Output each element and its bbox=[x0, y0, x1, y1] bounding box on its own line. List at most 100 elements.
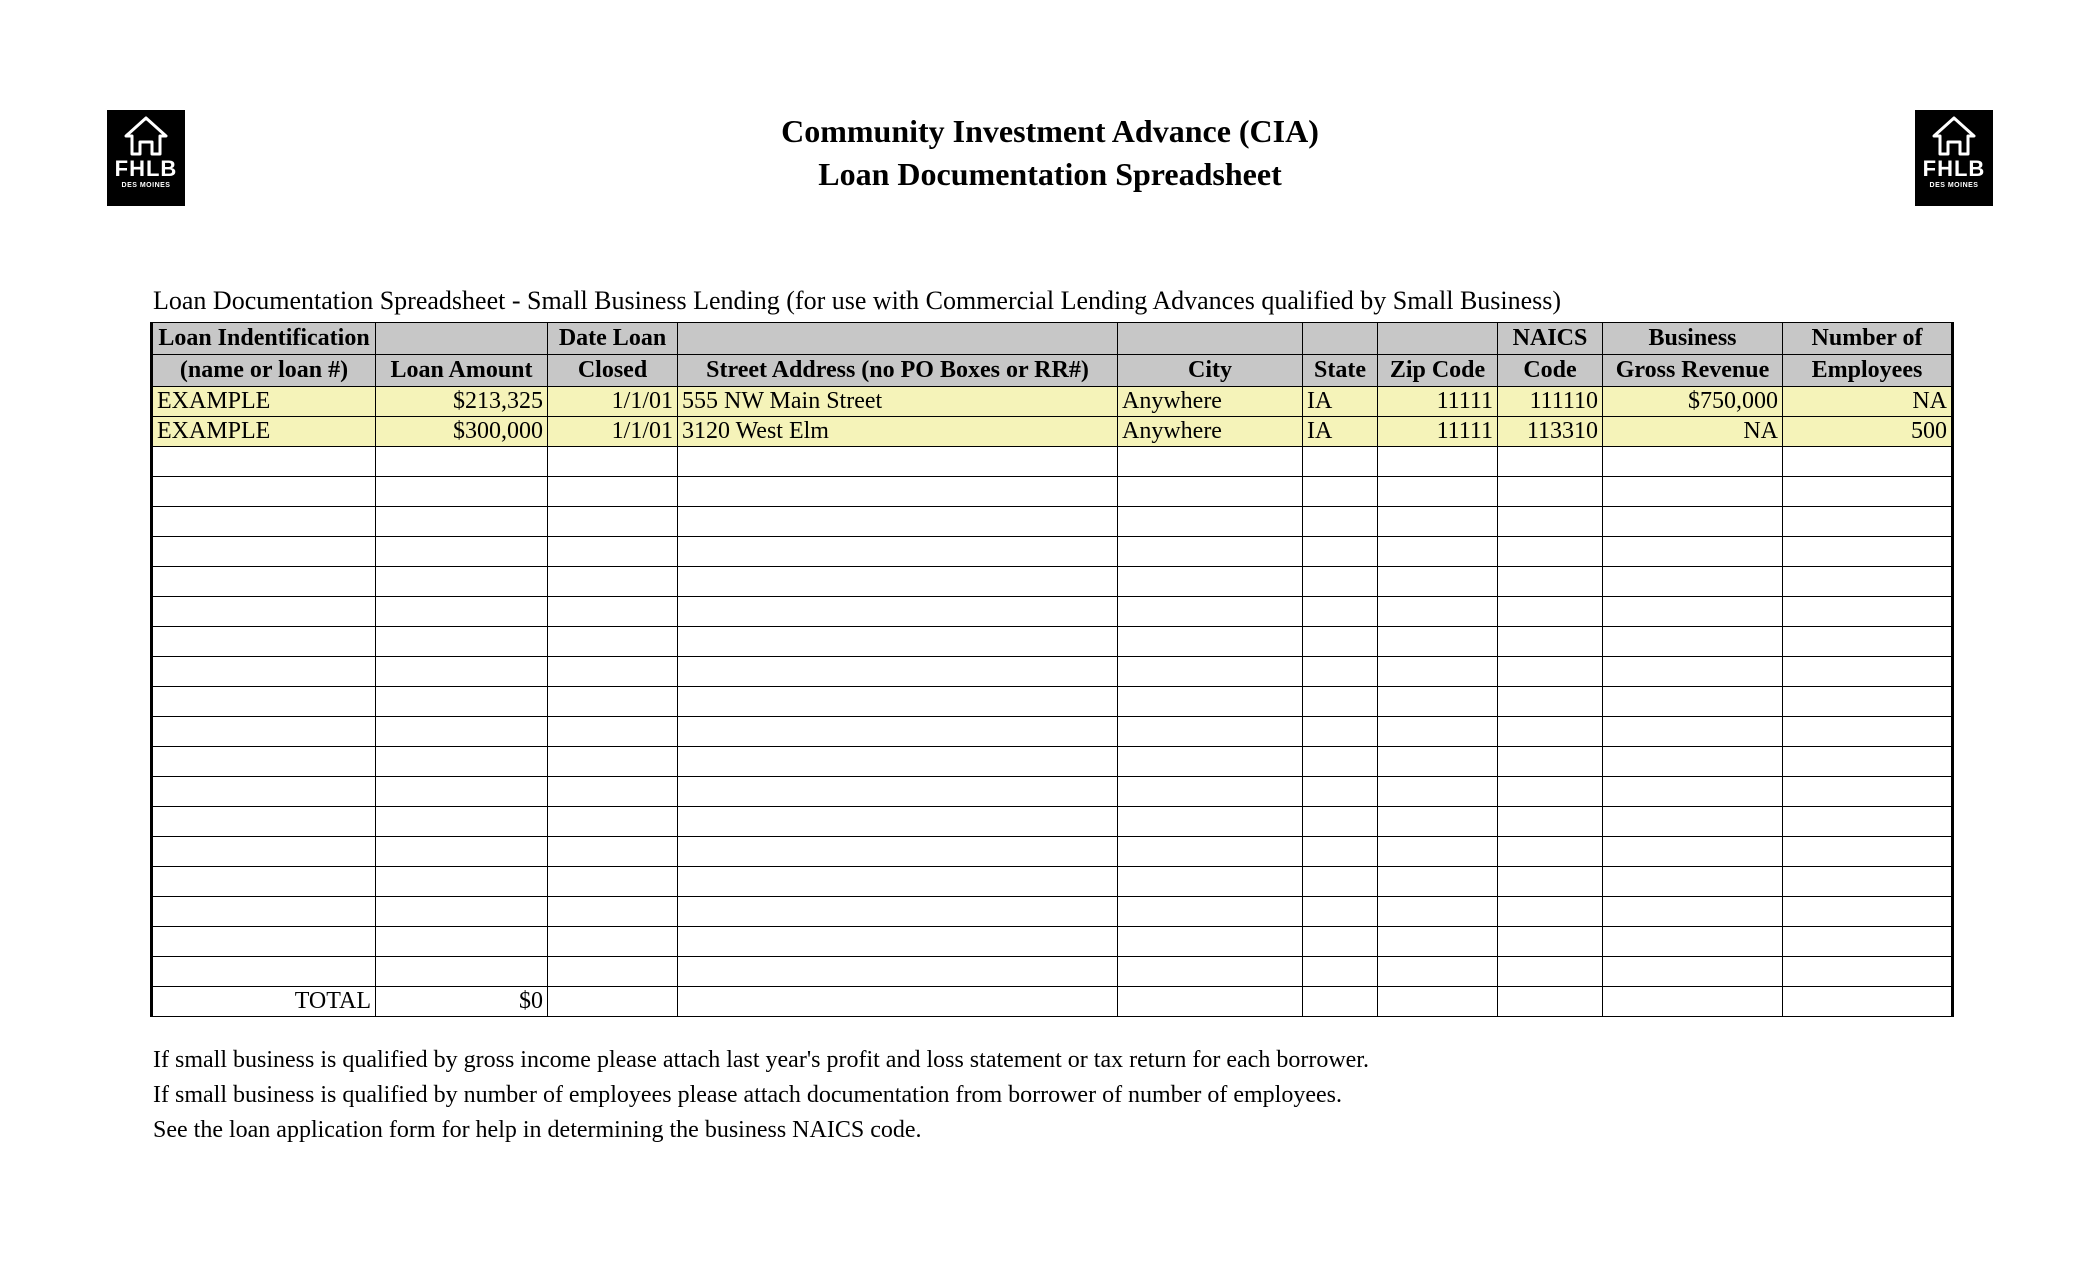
table-cell bbox=[1603, 687, 1783, 717]
table-cell bbox=[548, 867, 678, 897]
table-cell bbox=[678, 837, 1118, 867]
table-cell bbox=[1783, 567, 1953, 597]
table-cell bbox=[376, 597, 548, 627]
table-cell bbox=[548, 507, 678, 537]
table-cell bbox=[1603, 507, 1783, 537]
table-cell bbox=[1378, 507, 1498, 537]
table-cell bbox=[1783, 597, 1953, 627]
table-cell bbox=[376, 837, 548, 867]
table-row bbox=[152, 837, 1953, 867]
logo-text-main: FHLB bbox=[1923, 158, 1986, 180]
table-cell bbox=[1303, 777, 1378, 807]
table-cell bbox=[1378, 717, 1498, 747]
table-cell bbox=[1378, 597, 1498, 627]
table-cell bbox=[152, 927, 376, 957]
column-header-top bbox=[376, 323, 548, 355]
table-row bbox=[152, 687, 1953, 717]
table-cell bbox=[376, 627, 548, 657]
table-cell bbox=[1303, 717, 1378, 747]
table-cell: 113310 bbox=[1498, 417, 1603, 447]
table-cell bbox=[1783, 477, 1953, 507]
table-cell bbox=[1603, 657, 1783, 687]
table-cell bbox=[152, 627, 376, 657]
table-cell bbox=[1118, 777, 1303, 807]
table-cell bbox=[376, 657, 548, 687]
table-cell bbox=[1378, 987, 1498, 1017]
table-cell: Anywhere bbox=[1118, 387, 1303, 417]
table-cell: $213,325 bbox=[376, 387, 548, 417]
table-cell bbox=[1378, 447, 1498, 477]
table-cell bbox=[1118, 837, 1303, 867]
table-cell bbox=[376, 927, 548, 957]
table-cell bbox=[1498, 747, 1603, 777]
table-cell bbox=[1498, 507, 1603, 537]
table-cell bbox=[1303, 957, 1378, 987]
table-cell bbox=[152, 807, 376, 837]
table-cell bbox=[548, 477, 678, 507]
logo-text-sub: DES MOINES bbox=[1930, 182, 1979, 189]
table-cell bbox=[548, 897, 678, 927]
table-row bbox=[152, 927, 1953, 957]
house-icon bbox=[1930, 116, 1978, 156]
table-cell bbox=[376, 747, 548, 777]
table-cell bbox=[1378, 687, 1498, 717]
footnote-3: See the loan application form for help i… bbox=[153, 1113, 1950, 1148]
footnote-2: If small business is qualified by number… bbox=[153, 1078, 1950, 1113]
table-cell bbox=[1118, 567, 1303, 597]
table-cell bbox=[1783, 897, 1953, 927]
table-cell bbox=[678, 627, 1118, 657]
table-cell: 11111 bbox=[1378, 387, 1498, 417]
column-header-top bbox=[1378, 323, 1498, 355]
table-cell bbox=[1498, 867, 1603, 897]
table-cell bbox=[152, 777, 376, 807]
table-cell bbox=[1303, 477, 1378, 507]
table-cell bbox=[678, 927, 1118, 957]
table-cell bbox=[1378, 837, 1498, 867]
column-header-bottom: Zip Code bbox=[1378, 355, 1498, 387]
table-cell bbox=[376, 957, 548, 987]
table-cell bbox=[548, 837, 678, 867]
table-cell bbox=[1118, 867, 1303, 897]
table-cell bbox=[1118, 957, 1303, 987]
column-header-bottom: Loan Amount bbox=[376, 355, 548, 387]
table-cell bbox=[152, 567, 376, 597]
table-cell bbox=[1118, 687, 1303, 717]
table-cell bbox=[678, 687, 1118, 717]
table-cell: 1/1/01 bbox=[548, 417, 678, 447]
table-cell: IA bbox=[1303, 417, 1378, 447]
table-cell bbox=[1118, 897, 1303, 927]
table-cell bbox=[1303, 447, 1378, 477]
table-cell bbox=[152, 717, 376, 747]
table-cell bbox=[548, 597, 678, 627]
table-row bbox=[152, 777, 1953, 807]
table-cell bbox=[1603, 807, 1783, 837]
table-cell bbox=[548, 657, 678, 687]
column-header-bottom: (name or loan #) bbox=[152, 355, 376, 387]
table-cell bbox=[376, 537, 548, 567]
table-cell bbox=[1603, 717, 1783, 747]
table-cell bbox=[678, 777, 1118, 807]
table-cell bbox=[1603, 777, 1783, 807]
table-cell bbox=[1303, 837, 1378, 867]
table-cell bbox=[678, 567, 1118, 597]
table-cell bbox=[1783, 777, 1953, 807]
table-cell bbox=[1603, 477, 1783, 507]
table-cell bbox=[1603, 927, 1783, 957]
fhlb-logo-left: FHLB DES MOINES bbox=[107, 110, 185, 206]
table-row bbox=[152, 717, 1953, 747]
column-header-top bbox=[1303, 323, 1378, 355]
table-row: EXAMPLE$213,3251/1/01555 NW Main StreetA… bbox=[152, 387, 1953, 417]
table-row: EXAMPLE$300,0001/1/013120 West ElmAnywhe… bbox=[152, 417, 1953, 447]
table-cell bbox=[1498, 627, 1603, 657]
table-cell: EXAMPLE bbox=[152, 417, 376, 447]
table-cell bbox=[1603, 537, 1783, 567]
table-cell bbox=[548, 927, 678, 957]
table-cell bbox=[1378, 807, 1498, 837]
column-header-bottom: Employees bbox=[1783, 355, 1953, 387]
table-cell bbox=[1303, 747, 1378, 777]
column-header-bottom: Closed bbox=[548, 355, 678, 387]
table-cell bbox=[678, 657, 1118, 687]
table-cell bbox=[1603, 987, 1783, 1017]
logo-text-sub: DES MOINES bbox=[122, 182, 171, 189]
table-cell bbox=[1498, 897, 1603, 927]
